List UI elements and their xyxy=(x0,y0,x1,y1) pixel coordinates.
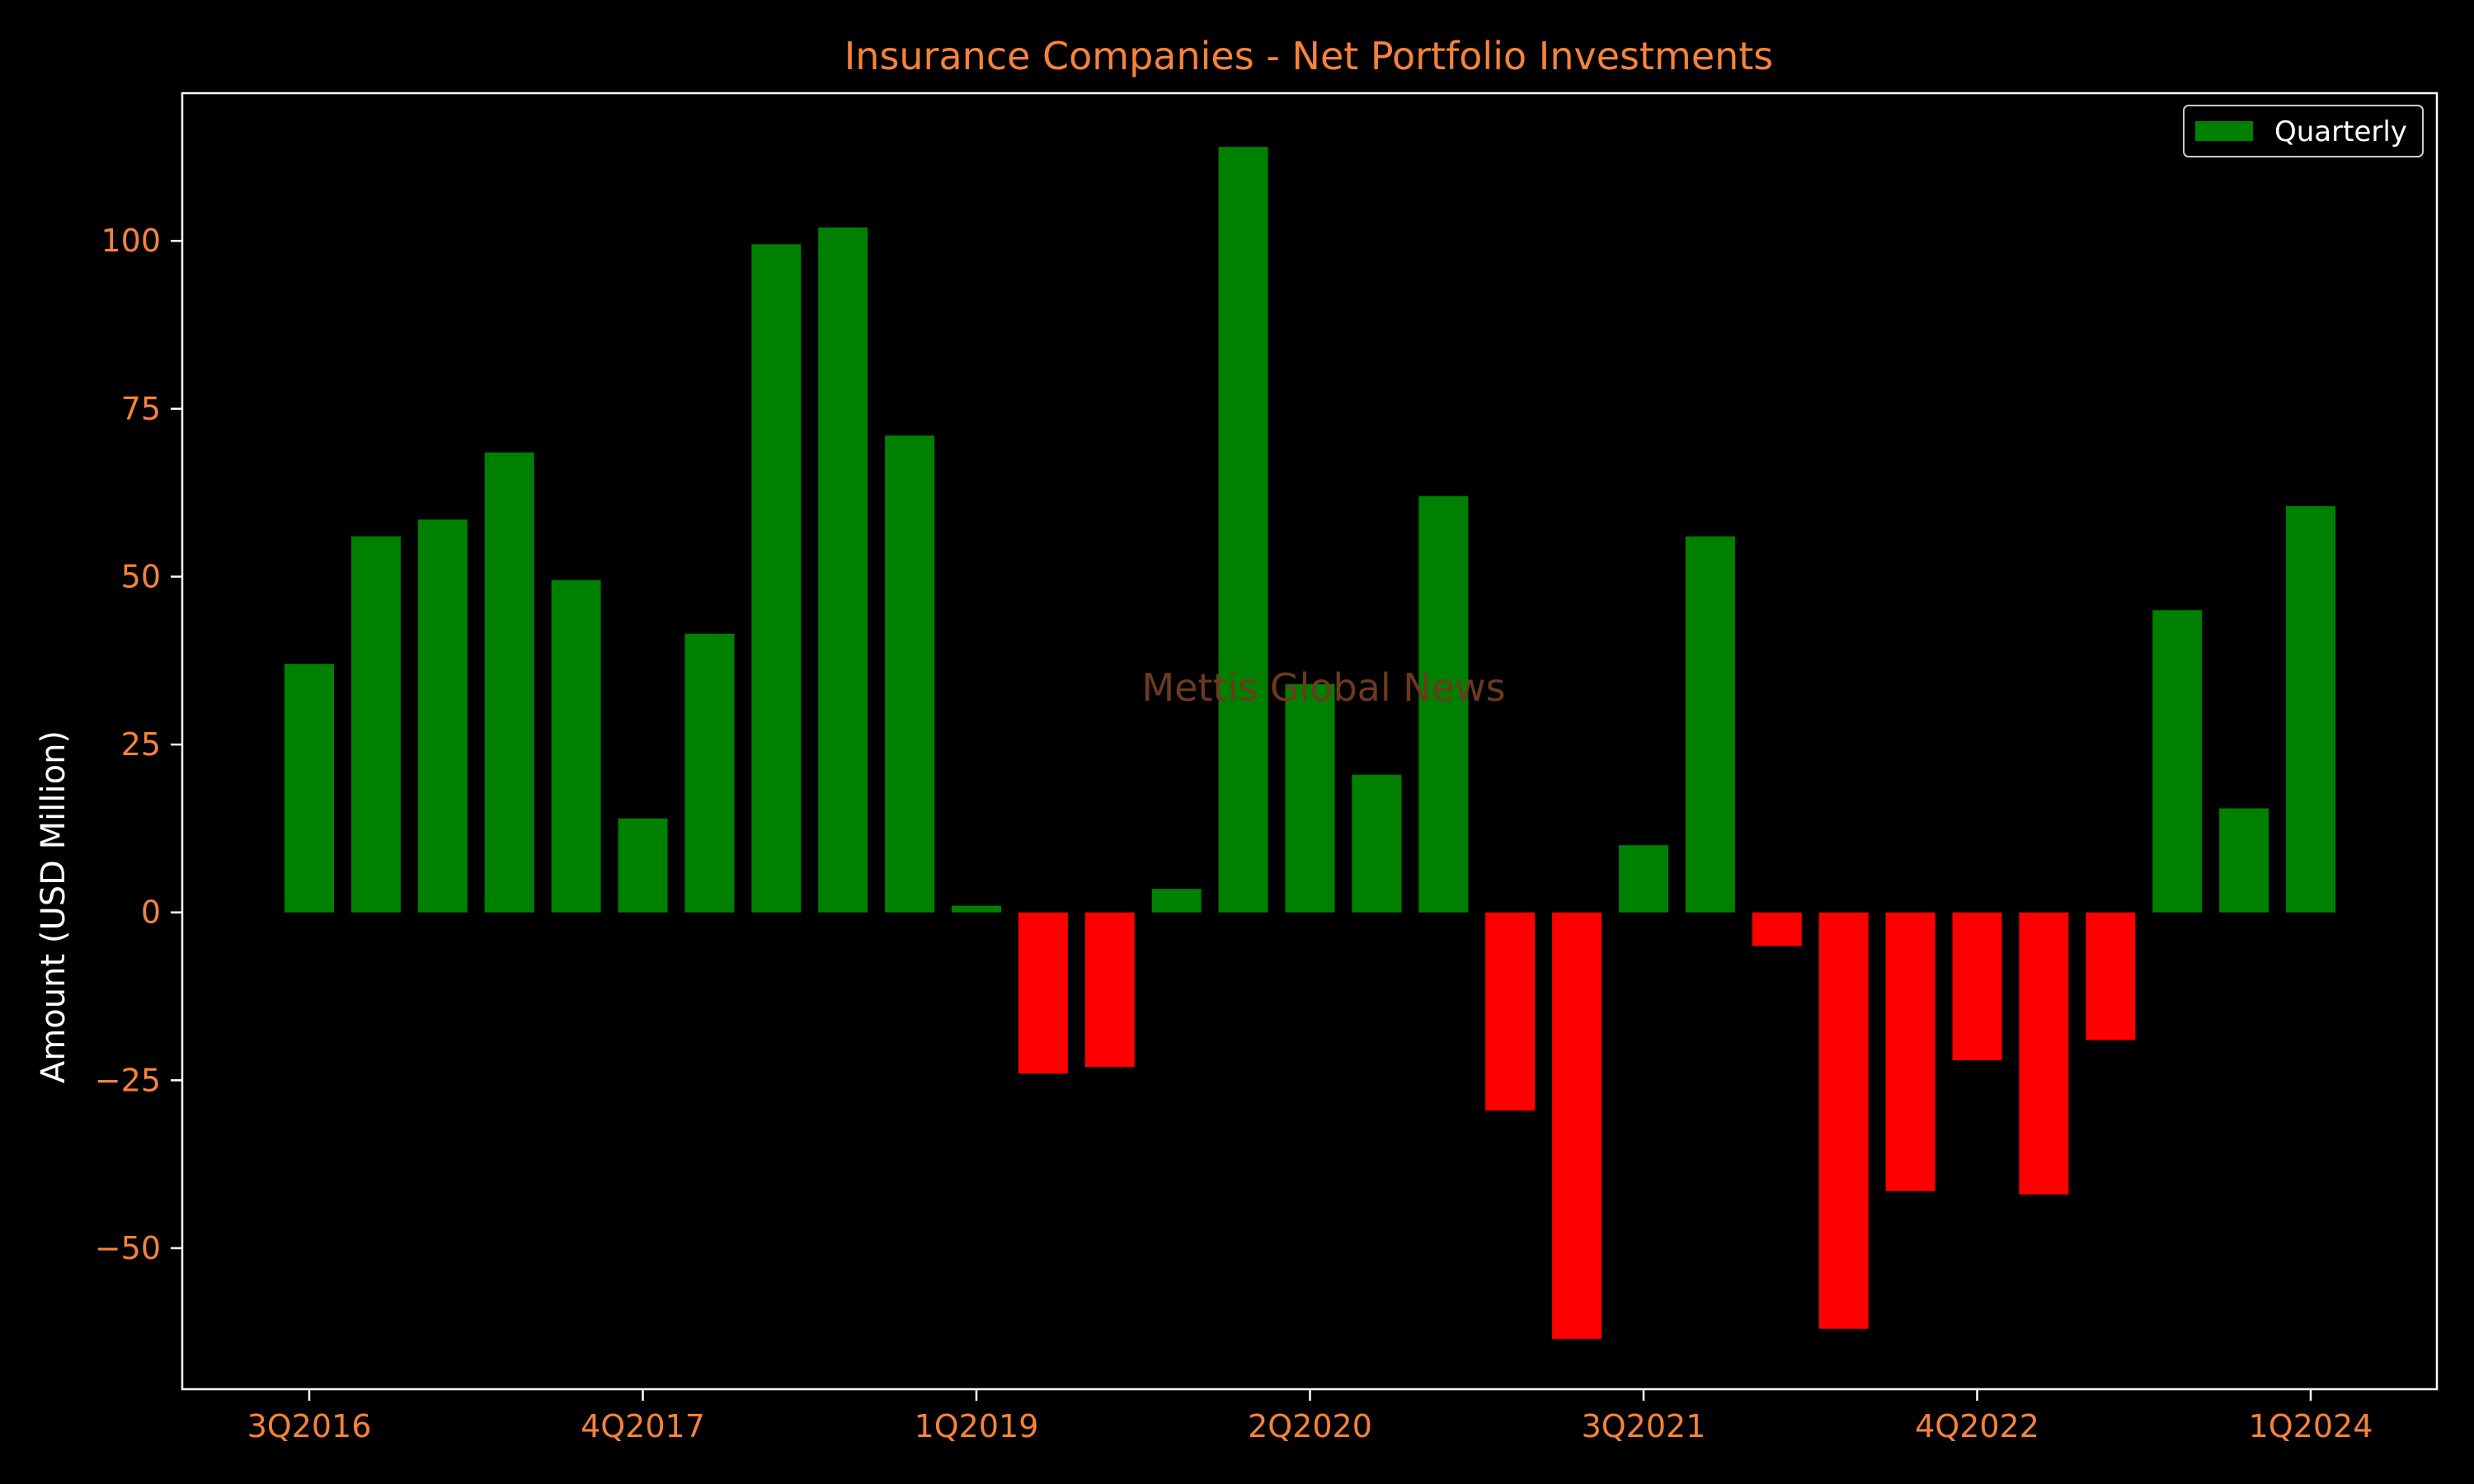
bar-1Q2022 xyxy=(1752,912,1802,946)
bar-4Q2019 xyxy=(1151,889,1202,913)
bar-3Q2023 xyxy=(2152,610,2203,913)
bar-4Q2018 xyxy=(885,435,935,913)
x-tick-label: 2Q2020 xyxy=(1248,1408,1372,1444)
x-tick-label: 4Q2022 xyxy=(1915,1408,2039,1444)
bar-2Q2021 xyxy=(1552,912,1602,1339)
bar-1Q2021 xyxy=(1485,912,1536,1111)
chart-title: Insurance Companies - Net Portfolio Inve… xyxy=(844,34,1774,78)
y-tick-label: 0 xyxy=(141,895,161,931)
bar-4Q2016 xyxy=(350,536,401,913)
bar-2Q2019 xyxy=(1018,912,1068,1074)
x-tick-label: 1Q2024 xyxy=(2249,1408,2373,1444)
y-tick-label: −50 xyxy=(95,1230,161,1266)
bar-3Q2017 xyxy=(551,580,601,913)
x-axis-ticks: 3Q2016 4Q2017 1Q2019 2Q2020 3Q2021 4Q2022 1Q20… xyxy=(247,1389,2373,1444)
bar-3Q2018 xyxy=(818,227,868,913)
bar-2Q2022 xyxy=(1818,912,1869,1329)
legend-box xyxy=(2183,105,2424,157)
y-tick-label: 100 xyxy=(101,223,161,259)
bar-3Q2022 xyxy=(1885,912,1935,1191)
legend-swatch-quarterly xyxy=(2195,121,2253,141)
bar-2Q2020 xyxy=(1285,683,1335,913)
bar-4Q2022 xyxy=(1952,912,2002,1060)
x-tick-label: 1Q2019 xyxy=(915,1408,1039,1444)
bar-4Q2020 xyxy=(1418,495,1469,913)
bar-1Q2018 xyxy=(684,633,735,913)
bar-1Q2019 xyxy=(952,905,1001,913)
legend: Quarterly xyxy=(2183,105,2424,157)
x-tick-label: 4Q2017 xyxy=(581,1408,705,1444)
x-tick-label: 3Q2016 xyxy=(247,1408,372,1444)
watermark: Mettis Global News xyxy=(1141,665,1505,710)
y-tick-label: 75 xyxy=(121,391,161,427)
bar-1Q2020 xyxy=(1218,147,1268,913)
bar-1Q2023 xyxy=(2019,912,2069,1195)
bar-3Q2019 xyxy=(1084,912,1135,1067)
bar-2Q2023 xyxy=(2086,912,2136,1040)
bar-1Q2017 xyxy=(417,519,468,913)
y-tick-label: −25 xyxy=(95,1062,161,1098)
bars-layer xyxy=(285,147,2335,1339)
bar-2Q2018 xyxy=(751,244,802,913)
bar-2Q2017 xyxy=(484,452,534,913)
legend-label-quarterly: Quarterly xyxy=(2274,115,2407,148)
bar-3Q2016 xyxy=(285,664,334,913)
bar-1Q2024 xyxy=(2286,505,2335,913)
y-axis-ticks: −50 −25 0 25 50 75 100 xyxy=(95,223,182,1266)
bar-4Q2023 xyxy=(2219,808,2269,913)
y-axis-label: Amount (USD Million) xyxy=(35,730,73,1083)
bar-4Q2021 xyxy=(1685,536,1735,913)
bar-4Q2017 xyxy=(618,818,668,913)
plot-frame xyxy=(181,92,2439,1391)
x-tick-label: 3Q2021 xyxy=(1582,1408,1706,1444)
y-tick-label: 50 xyxy=(121,558,161,594)
y-tick-label: 25 xyxy=(121,726,161,763)
bar-3Q2020 xyxy=(1352,774,1402,913)
bar-3Q2021 xyxy=(1619,845,1668,913)
